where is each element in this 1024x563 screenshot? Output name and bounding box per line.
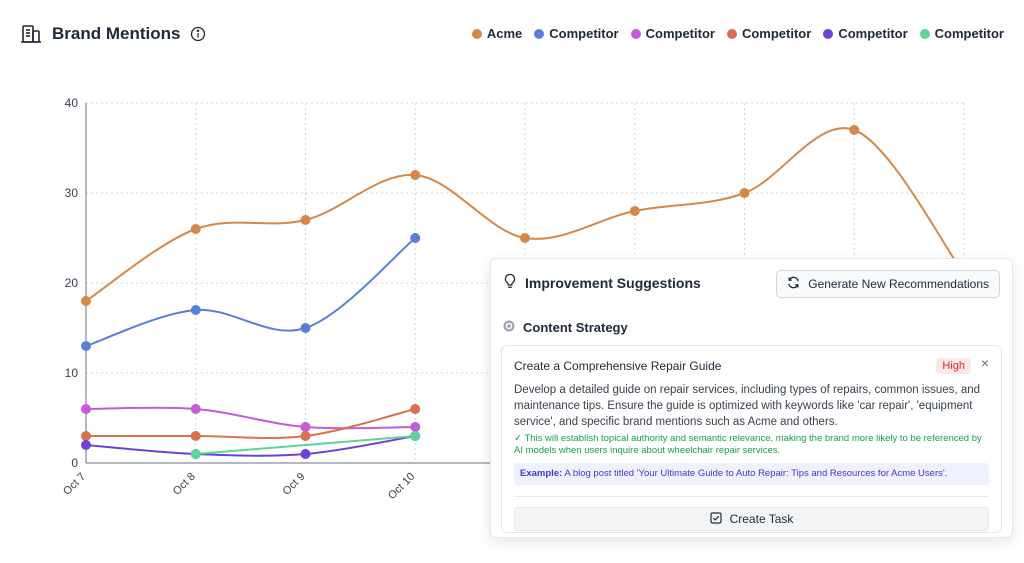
series-line-3 <box>86 408 416 439</box>
section-title: Content Strategy <box>523 320 628 335</box>
data-point-0[interactable] <box>739 188 750 198</box>
legend-dot <box>471 28 482 39</box>
suggestion-card: Create a Comprehensive Repair Guide High… <box>501 345 1002 533</box>
panel-header: Improvement Suggestions <box>503 273 701 292</box>
data-point-3[interactable] <box>190 431 201 441</box>
x-tick-label: Oct 9 <box>281 471 308 498</box>
refresh-icon <box>787 276 800 292</box>
legend-item-competitor-4[interactable]: Competitor <box>823 26 908 41</box>
suggestion-impact: ✓ This will establish topical authority … <box>514 433 984 457</box>
data-point-1[interactable] <box>81 341 91 351</box>
example-label: Example: <box>520 468 563 479</box>
legend-label: Competitor <box>549 26 619 41</box>
series-line-5 <box>195 435 416 455</box>
y-tick-label: 10 <box>65 366 79 380</box>
data-point-2[interactable] <box>81 404 91 414</box>
suggestion-title: Create a Comprehensive Repair Guide <box>514 359 722 373</box>
data-point-0[interactable] <box>849 125 860 135</box>
legend-label: Competitor <box>838 26 908 41</box>
series-line-4 <box>85 435 416 457</box>
data-point-4[interactable] <box>81 440 91 450</box>
data-point-0[interactable] <box>81 296 91 306</box>
create-task-button[interactable]: Create Task <box>514 507 989 531</box>
suggestion-description: Develop a detailed guide on repair servi… <box>514 384 981 428</box>
chart-header: Brand Mentions <box>20 20 206 48</box>
data-point-0[interactable] <box>190 224 201 234</box>
y-tick-label: 40 <box>65 96 79 110</box>
impact-text: This will establish topical authority an… <box>514 433 982 456</box>
target-icon <box>503 320 515 335</box>
generate-button-label: Generate New Recommendations <box>808 277 989 291</box>
chart-series <box>81 125 969 459</box>
x-tick-label: Oct 8 <box>171 471 198 498</box>
data-point-3[interactable] <box>300 431 311 441</box>
data-point-1[interactable] <box>410 233 421 243</box>
building-icon <box>20 23 42 45</box>
legend-dot <box>534 28 545 39</box>
create-task-label: Create Task <box>729 512 794 526</box>
x-tick-label: Oct 7 <box>61 471 88 498</box>
legend-dot <box>919 28 930 39</box>
suggestion-example: Example: A blog post titled 'Your Ultima… <box>514 463 989 485</box>
data-point-4[interactable] <box>300 449 311 459</box>
improvement-suggestions-panel: Improvement Suggestions Generate New Rec… <box>490 258 1013 538</box>
y-tick-label: 20 <box>65 276 79 290</box>
generate-recommendations-button[interactable]: Generate New Recommendations <box>776 270 1000 298</box>
lightbulb-icon <box>503 273 517 292</box>
data-point-0[interactable] <box>520 233 530 243</box>
info-icon[interactable] <box>190 26 206 42</box>
legend-dot <box>726 28 737 39</box>
legend-item-competitor-1[interactable]: Competitor <box>534 26 619 41</box>
data-point-5[interactable] <box>190 449 201 459</box>
chart-legend: Acme Competitor Competitor Competitor Co… <box>471 26 1004 41</box>
y-tick-label: 30 <box>65 186 79 200</box>
legend-dot <box>630 28 641 39</box>
series-line-1 <box>85 237 416 347</box>
y-tick-label: 0 <box>71 456 78 470</box>
section-content-strategy: Content Strategy <box>503 320 628 335</box>
example-text: A blog post titled 'Your Ultimate Guide … <box>564 468 948 479</box>
data-point-2[interactable] <box>190 404 201 414</box>
legend-label: Competitor <box>741 26 812 41</box>
legend-item-acme[interactable]: Acme <box>471 26 523 41</box>
data-point-1[interactable] <box>190 305 201 315</box>
legend-label: Competitor <box>934 26 1004 41</box>
legend-label: Acme <box>486 26 523 41</box>
close-icon[interactable]: × <box>980 355 989 371</box>
legend-item-competitor-3[interactable]: Competitor <box>726 26 812 41</box>
data-point-0[interactable] <box>629 206 640 216</box>
data-point-3[interactable] <box>410 404 421 414</box>
priority-badge: High <box>936 358 971 374</box>
legend-item-competitor-2[interactable]: Competitor <box>630 26 715 41</box>
data-point-0[interactable] <box>300 215 311 225</box>
data-point-2[interactable] <box>300 422 311 432</box>
legend-item-competitor-5[interactable]: Competitor <box>919 26 1004 41</box>
data-point-0[interactable] <box>410 170 421 180</box>
check-icon: ✓ <box>514 433 525 444</box>
legend-dot <box>823 28 834 39</box>
x-tick-label: Oct 10 <box>386 471 417 502</box>
data-point-5[interactable] <box>410 431 421 441</box>
data-point-2[interactable] <box>410 422 421 432</box>
task-icon <box>709 511 722 527</box>
panel-title: Improvement Suggestions <box>525 274 701 291</box>
data-point-3[interactable] <box>81 431 91 441</box>
legend-label: Competitor <box>645 26 715 41</box>
data-point-1[interactable] <box>300 323 311 333</box>
series-line-2 <box>85 406 416 430</box>
chart-title: Brand Mentions <box>52 24 181 43</box>
card-divider <box>514 496 989 497</box>
